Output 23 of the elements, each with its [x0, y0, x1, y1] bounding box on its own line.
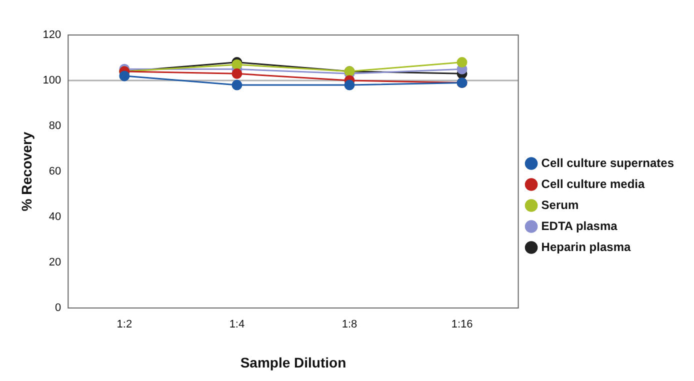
y-tick-label: 120: [42, 29, 62, 42]
point: [344, 80, 355, 90]
y-tick-label: 80: [48, 120, 62, 132]
legend-label: Cell culture media: [541, 176, 645, 191]
y-tick-label: 60: [48, 166, 62, 178]
y-tick-label: 40: [48, 211, 62, 224]
point: [456, 57, 468, 68]
y-tick-label: 100: [42, 74, 62, 87]
x-axis-title: Sample Dilution: [240, 354, 346, 370]
y-axis-title: % Recovery: [18, 132, 34, 212]
y-tick-label: 0: [55, 302, 62, 314]
x-tick-label: 1:8: [342, 318, 358, 331]
x-tick-label: 1:2: [116, 318, 132, 331]
point: [232, 80, 242, 90]
y-tick-label: 20: [48, 256, 62, 269]
point: [232, 68, 242, 79]
legend-label: Serum: [541, 198, 579, 212]
legend-label: Cell culture supernates: [541, 156, 674, 170]
legend-label: Heparin plasma: [541, 240, 631, 254]
x-tick-label: 1:4: [229, 318, 245, 331]
point: [119, 70, 130, 82]
x-tick-label: 1:16: [451, 318, 473, 331]
legend-label: EDTA plasma: [541, 218, 618, 233]
